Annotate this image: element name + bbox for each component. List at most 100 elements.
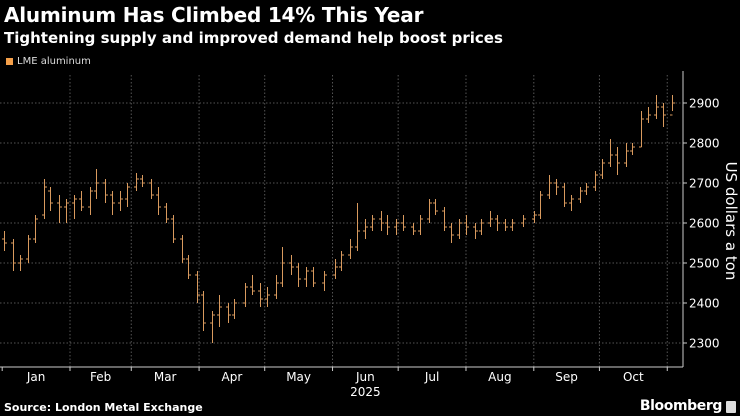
- ohlc-bar: [296, 263, 301, 287]
- ohlc-bar: [311, 267, 316, 287]
- legend: LME aluminum: [6, 56, 91, 67]
- ohlc-bar: [569, 195, 574, 211]
- y-tick-label: 2900: [689, 97, 720, 111]
- ohlc-bar: [433, 199, 438, 215]
- ohlc-bar: [670, 95, 675, 116]
- ohlc-bar: [180, 235, 185, 263]
- bloomberg-logo: Bloomberg: [639, 398, 723, 414]
- ohlc-bar: [457, 219, 462, 239]
- ohlc-bar: [639, 111, 644, 148]
- x-tick-label: Jun: [355, 370, 375, 384]
- ohlc-bar: [495, 215, 500, 231]
- ohlc-bar: [538, 191, 543, 219]
- y-tick-label: 2400: [689, 297, 720, 311]
- y-tick-label: 2300: [689, 337, 720, 351]
- ohlc-bar: [521, 215, 526, 227]
- x-tick-label: Mar: [154, 370, 177, 384]
- ohlc-bar: [280, 247, 285, 287]
- ohlc-bar: [265, 287, 270, 307]
- ohlc-bar: [232, 299, 237, 319]
- ohlc-bar: [379, 211, 384, 231]
- ohlc-bar: [88, 187, 93, 215]
- ohlc-bar: [72, 195, 77, 219]
- x-tick-label: Jul: [424, 370, 439, 384]
- y-tick-label: 2700: [689, 177, 720, 191]
- ohlc-bar: [661, 103, 666, 127]
- ohlc-bar: [630, 143, 635, 155]
- y-tick-label: 2800: [689, 137, 720, 151]
- ohlc-bar: [164, 203, 169, 223]
- ohlc-bar: [624, 143, 629, 167]
- ohlc-bar: [226, 303, 231, 323]
- ohlc-bar: [243, 283, 248, 307]
- x-tick-label: Aug: [488, 370, 511, 384]
- ohlc-bar: [186, 255, 191, 279]
- ohlc-bar: [33, 215, 38, 243]
- ohlc-bar: [201, 291, 206, 331]
- ohlc-bar: [547, 175, 552, 199]
- ohlc-bar: [646, 107, 651, 123]
- ohlc-bar: [442, 207, 447, 231]
- ohlc-bar: [593, 171, 598, 191]
- ohlc-bar: [608, 139, 613, 167]
- ohlc-bar: [355, 203, 360, 251]
- ohlc-bar: [503, 219, 508, 231]
- ohlc-bar: [488, 211, 493, 227]
- ohlc-bar: [125, 183, 130, 207]
- ohlc-bar: [654, 95, 659, 119]
- ohlc-bar: [385, 215, 390, 235]
- ohlc-bar: [479, 219, 484, 235]
- legend-label: LME aluminum: [17, 56, 91, 67]
- x-tick-label: Feb: [90, 370, 111, 384]
- ohlc-bar: [57, 195, 62, 223]
- y-axis-label: US dollars a ton: [722, 162, 740, 281]
- legend-swatch: [6, 58, 13, 65]
- ohlc-bar: [473, 223, 478, 239]
- source-note: Source: London Metal Exchange: [4, 401, 203, 414]
- ohlc-bar: [217, 295, 222, 327]
- x-tick-label: Jan: [26, 370, 46, 384]
- ohlc-bar: [370, 215, 375, 231]
- ohlc-bar: [64, 199, 69, 223]
- ohlc-bar: [94, 169, 99, 199]
- ohlc-bar: [110, 191, 115, 215]
- chart-title: Aluminum Has Climbed 14% This Year: [4, 3, 424, 27]
- ohlc-bar: [578, 187, 583, 203]
- ohlc-bar: [322, 271, 327, 291]
- ohlc-bar: [363, 219, 368, 239]
- ohlc-bar: [554, 179, 559, 195]
- ohlc-bar: [304, 267, 309, 287]
- ohlc-bar: [134, 173, 139, 191]
- ohlc-bar: [532, 211, 537, 223]
- ohlc-bar: [18, 255, 23, 271]
- ohlc-bar: [464, 215, 469, 235]
- ohlc-bar: [418, 215, 423, 235]
- ohlc-bar: [140, 175, 145, 187]
- y-tick-label: 2600: [689, 217, 720, 231]
- ohlc-bar: [2, 231, 7, 251]
- ohlc-bar: [510, 219, 515, 231]
- ohlc-bar: [258, 283, 263, 307]
- ohlc-bar: [449, 223, 454, 243]
- ohlc-bar: [411, 223, 416, 235]
- y-tick-label: 2500: [689, 257, 720, 271]
- ohlc-bar: [250, 275, 255, 295]
- ohlc-bar: [394, 219, 399, 235]
- ohlc-bar: [79, 191, 84, 211]
- ohlc-bar: [562, 183, 567, 207]
- ohlc-bar: [171, 215, 176, 243]
- ohlc-bar: [42, 179, 47, 219]
- ohlc-bar: [195, 271, 200, 303]
- x-tick-label: May: [286, 370, 311, 384]
- ohlc-bar: [289, 255, 294, 275]
- ohlc-bar: [11, 239, 16, 271]
- ohlc-bar: [584, 183, 589, 195]
- ohlc-bar: [333, 259, 338, 279]
- x-tick-label: Oct: [623, 370, 644, 384]
- ohlc-bar: [348, 239, 353, 259]
- ohlc-bar: [48, 187, 53, 211]
- x-axis-label: 2025: [350, 385, 381, 399]
- ohlc-bar: [401, 215, 406, 231]
- ohlc-bar: [118, 191, 123, 211]
